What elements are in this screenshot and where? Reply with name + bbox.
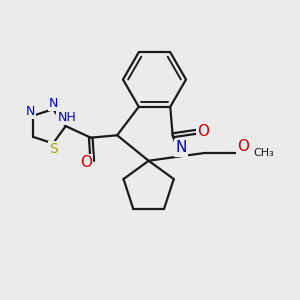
Text: CH₃: CH₃: [254, 148, 274, 158]
Text: S: S: [49, 142, 58, 156]
Text: N: N: [175, 140, 186, 155]
Text: NH: NH: [57, 111, 76, 124]
Text: N: N: [26, 105, 35, 118]
Text: N: N: [49, 97, 58, 110]
Text: O: O: [197, 124, 209, 139]
Text: O: O: [237, 139, 249, 154]
Text: O: O: [80, 155, 92, 170]
